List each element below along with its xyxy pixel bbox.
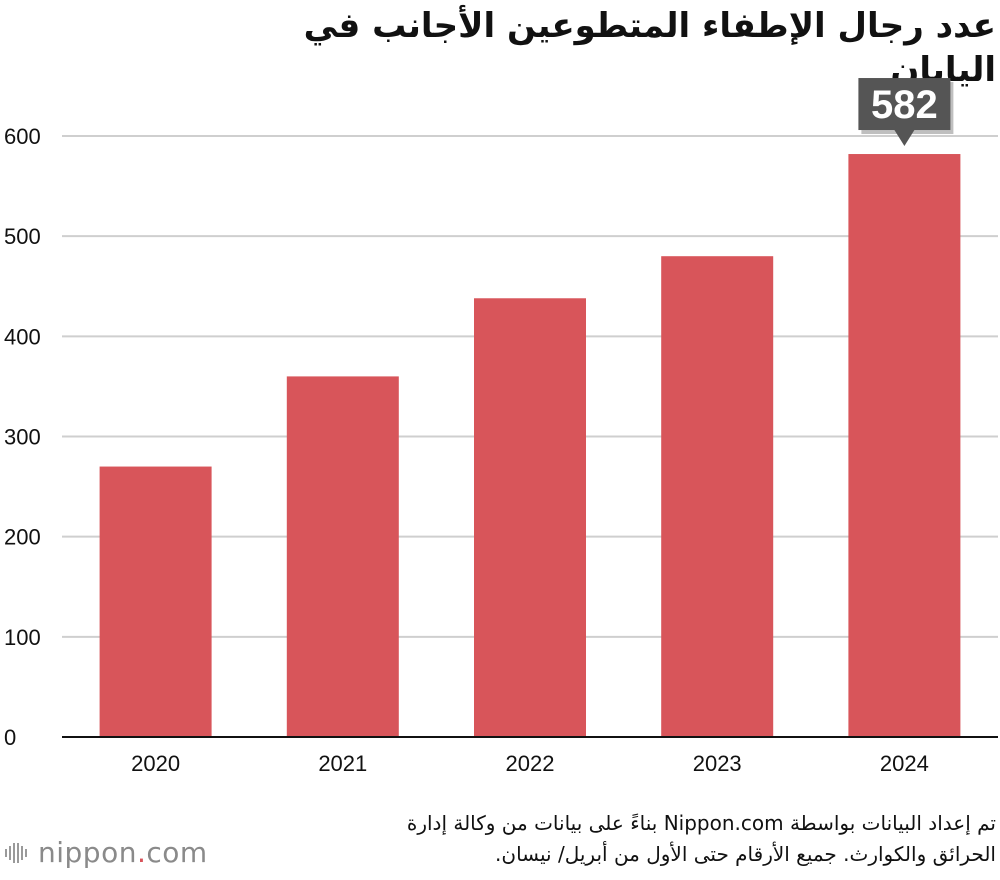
x-tick-label: 2023 <box>693 751 742 776</box>
y-tick-label: 0 <box>4 725 16 750</box>
y-tick-label: 200 <box>4 525 41 550</box>
callout-box <box>858 78 951 131</box>
x-tick-label: 2022 <box>506 751 555 776</box>
x-tick-label: 2024 <box>880 751 929 776</box>
logo-dot: . <box>136 836 147 869</box>
y-tick-label: 100 <box>4 625 41 650</box>
logo-mark-icon <box>5 842 27 863</box>
bar <box>286 376 399 737</box>
chart-title: عدد رجال الإطفاء المتطوعين الأجانب في ال… <box>303 6 996 90</box>
bar <box>474 298 586 737</box>
bar <box>99 466 212 737</box>
source-note: تم إعداد البيانات بواسطة Nippon.com بناء… <box>276 808 996 870</box>
source-note-line-2: الحرائق والكوارث. جميع الأرقام حتى الأول… <box>495 842 996 866</box>
nippon-logo: nippon.com <box>4 836 208 869</box>
bar <box>661 256 774 737</box>
y-tick-label: 400 <box>4 324 41 349</box>
callout-pointer <box>894 130 915 147</box>
y-tick-label: 300 <box>4 425 41 450</box>
source-note-line-1: تم إعداد البيانات بواسطة Nippon.com بناء… <box>406 811 996 835</box>
logo-suffix: com <box>146 836 208 869</box>
logo-name: nippon <box>38 836 137 869</box>
data-label: 582 <box>871 83 938 127</box>
y-tick-label: 600 <box>4 124 41 149</box>
x-tick-label: 2021 <box>318 751 367 776</box>
bar <box>848 154 961 737</box>
bar-chart: 0 100 200 300 400 500 600 2020 2021 2022 2023 2024 5… <box>4 78 998 776</box>
y-tick-label: 500 <box>4 224 41 249</box>
x-tick-label: 2020 <box>131 751 180 776</box>
